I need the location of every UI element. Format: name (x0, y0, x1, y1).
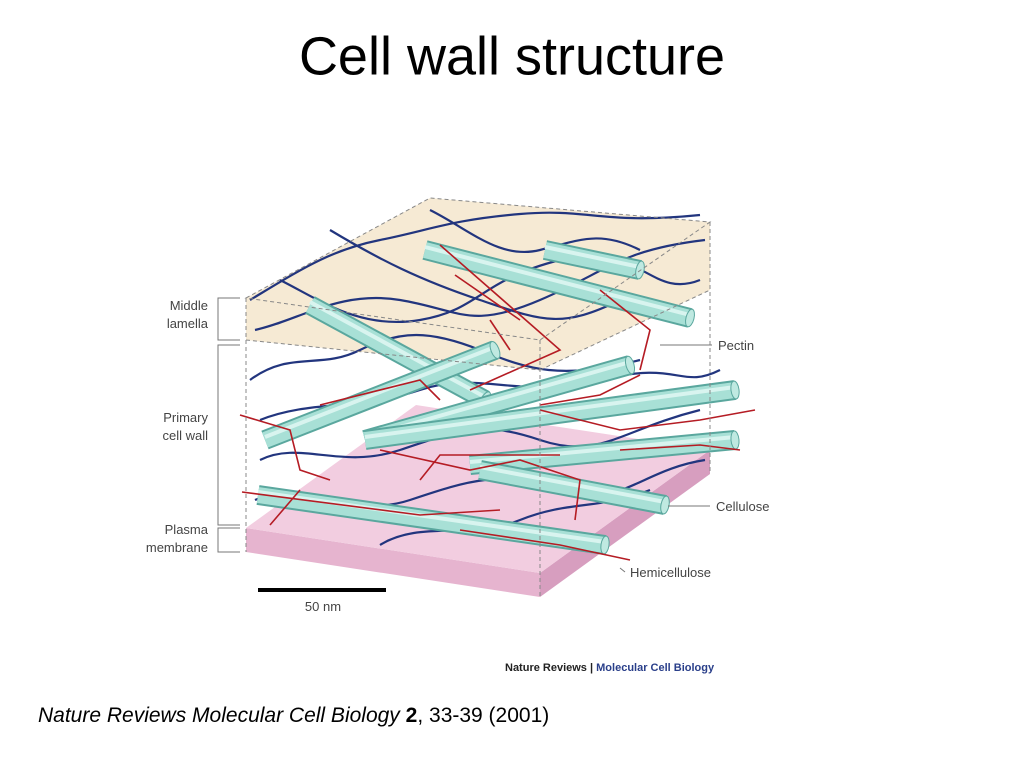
pectin-strand (329, 229, 621, 321)
scale-label: 50 nm (305, 599, 341, 614)
hemicellulose-strand (489, 319, 511, 351)
pectin-strand (249, 211, 701, 301)
cellulose-highlight (479, 465, 666, 504)
pectin-strand (429, 209, 641, 253)
fibres (239, 209, 756, 561)
label: Hemicellulose (630, 565, 711, 580)
hemicellulose-strand (439, 244, 562, 391)
credit: Nature Reviews | Molecular Cell Biology (505, 662, 715, 674)
credit-separator: | (590, 662, 593, 674)
cellulose-fibril (543, 242, 642, 278)
hemicellulose-strand (454, 274, 521, 321)
hemicellulose-strand (459, 529, 631, 561)
citation-volume: 2 (406, 704, 418, 727)
hemicellulose-strand (539, 409, 756, 431)
cellulose-fibril (262, 342, 498, 448)
cellulose-highlight (544, 245, 641, 269)
label: Plasma (165, 522, 209, 537)
cellulose-fibril (256, 487, 607, 553)
cellulose-fibril (306, 297, 489, 408)
hemicellulose-strand (599, 289, 651, 371)
brackets (217, 297, 712, 573)
label: Primary (163, 410, 208, 425)
cellulose-end (489, 340, 501, 360)
label: cell wall (162, 428, 208, 443)
hemicellulose-strand (419, 454, 560, 481)
label: Cellulose (716, 499, 769, 514)
cellulose-highlight (309, 300, 486, 399)
hemicellulose-strand (619, 444, 741, 451)
membrane-front (246, 528, 540, 597)
cellulose-fibril (363, 382, 737, 448)
citation: Nature Reviews Molecular Cell Biology 2,… (38, 704, 549, 727)
cellulose-highlight (257, 490, 606, 544)
middle-lamella (246, 198, 710, 370)
cellulose-highlight (264, 345, 496, 439)
hemicellulose-strand (539, 374, 641, 406)
citation-pages: , 33-39 (2001) (417, 704, 549, 727)
label: membrane (146, 540, 208, 555)
label: Pectin (718, 338, 754, 353)
cellulose-end (730, 380, 740, 400)
pectin-strand (249, 333, 641, 381)
hemicellulose-strand (379, 449, 581, 521)
slide-title: Cell wall structure (299, 26, 725, 86)
label: lamella (167, 316, 209, 331)
hemicellulose-strand (319, 379, 441, 406)
cellulose-end (685, 308, 695, 328)
cellulose-highlight (469, 435, 736, 464)
cellulose-fibril (423, 242, 692, 326)
credit-journal: Molecular Cell Biology (596, 662, 715, 674)
cell-wall-diagram: Middle lamella Primary cell wall Plasma … (146, 197, 769, 614)
cellulose-highlight (424, 245, 691, 317)
citation-journal: Nature Reviews Molecular Cell Biology (38, 704, 401, 727)
cellulose-fibril (478, 462, 667, 513)
wireframe (244, 197, 712, 597)
hemicellulose-strand (269, 489, 301, 526)
hemicellulose-strand (239, 414, 331, 481)
cellulose-end (624, 355, 636, 375)
hemicellulose-strand (241, 491, 501, 516)
credit-publisher: Nature Reviews (505, 662, 587, 674)
membrane-side (540, 450, 710, 597)
label: Middle (170, 298, 208, 313)
